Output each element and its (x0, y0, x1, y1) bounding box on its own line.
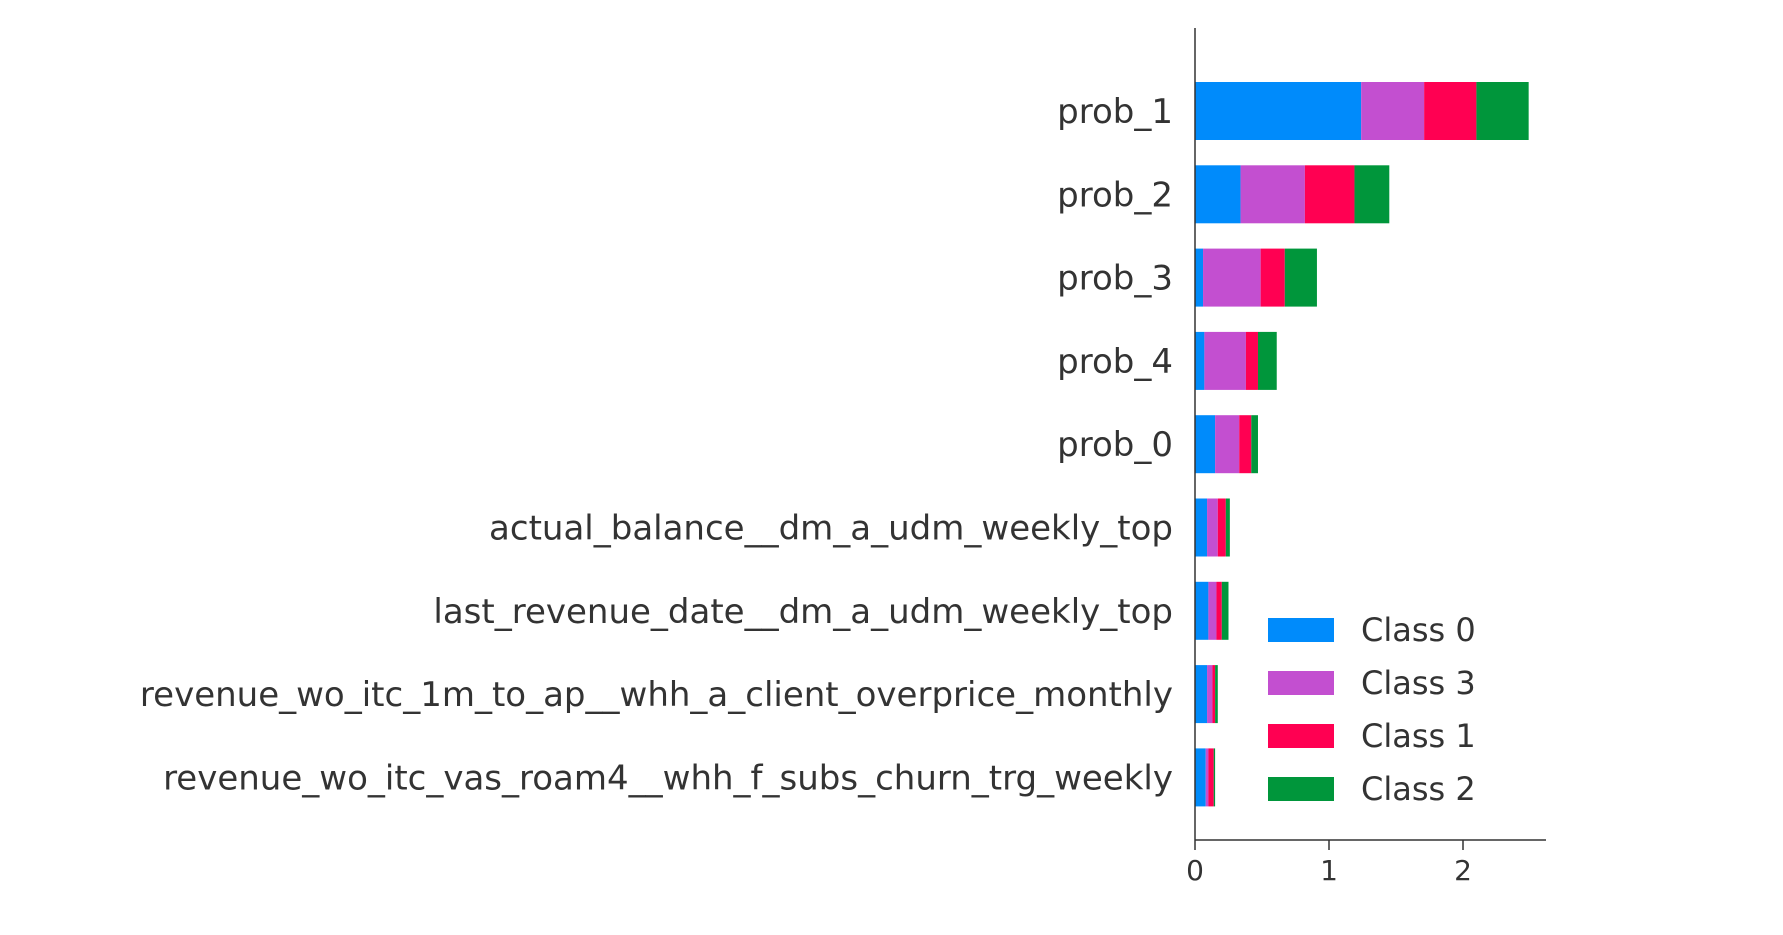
y-axis-labels: prob_1 prob_2 prob_3 prob_4 prob_0 actual_bal… (140, 92, 1173, 798)
x-tick-label: 1 (1320, 854, 1338, 887)
bar-segment-class-0 (1195, 248, 1204, 307)
legend-swatch (1268, 618, 1334, 642)
bar-segment-class-1 (1217, 498, 1226, 557)
bar-segment-class-2 (1284, 248, 1317, 307)
bar-segment-class-0 (1195, 165, 1241, 224)
y-tick-label: prob_4 (1057, 342, 1173, 382)
x-axis-ticks: 0 1 2 (1186, 840, 1472, 887)
bar-segment-class-1 (1245, 331, 1258, 390)
bar-segment-class-0 (1195, 581, 1209, 640)
y-tick-label: last_revenue_date__dm_a_udm_weekly_top (433, 592, 1173, 632)
y-tick-label: prob_0 (1057, 425, 1173, 465)
bar-segment-class-1 (1208, 748, 1214, 807)
bars-group (1195, 82, 1529, 807)
bar-segment-class-3 (1205, 748, 1209, 807)
bar-segment-class-1 (1304, 165, 1355, 224)
bar-segment-class-1 (1239, 415, 1252, 474)
bar-segment-class-2 (1215, 665, 1218, 724)
bar-segment-class-2 (1213, 748, 1216, 807)
bar-segment-class-3 (1215, 415, 1240, 474)
legend-label: Class 0 (1361, 611, 1476, 649)
bar-segment-class-1 (1216, 581, 1222, 640)
bar-segment-class-2 (1257, 331, 1277, 390)
bar-segment-class-3 (1204, 331, 1246, 390)
bar-segment-class-0 (1195, 331, 1205, 390)
bar-segment-class-3 (1208, 581, 1217, 640)
bar-segment-class-0 (1195, 415, 1216, 474)
legend-swatch (1268, 671, 1334, 695)
bar-segment-class-0 (1195, 748, 1206, 807)
bar-segment-class-2 (1221, 581, 1229, 640)
legend: Class 0 Class 3 Class 1 Class 2 (1268, 611, 1476, 808)
bar-segment-class-2 (1476, 82, 1529, 140)
bar-segment-class-3 (1207, 498, 1218, 557)
x-tick-label: 2 (1454, 854, 1472, 887)
legend-swatch (1268, 724, 1334, 748)
bar-segment-class-1 (1212, 665, 1216, 724)
y-tick-label: actual_balance__dm_a_udm_weekly_top (489, 509, 1173, 549)
bar-segment-class-3 (1361, 82, 1425, 140)
bar-segment-class-1 (1424, 82, 1477, 140)
bar-segment-class-2 (1225, 498, 1230, 557)
y-tick-label: prob_3 (1057, 259, 1173, 299)
y-tick-label: prob_1 (1057, 92, 1173, 132)
y-tick-label: prob_2 (1057, 175, 1173, 215)
bar-segment-class-0 (1195, 82, 1362, 140)
legend-label: Class 3 (1361, 664, 1476, 702)
x-tick-label: 0 (1186, 854, 1204, 887)
y-tick-label: revenue_wo_itc_vas_roam4__whh_f_subs_chu… (163, 758, 1173, 798)
bar-segment-class-1 (1260, 248, 1285, 307)
bar-segment-class-3 (1203, 248, 1261, 307)
bar-segment-class-2 (1251, 415, 1258, 474)
legend-label: Class 1 (1361, 717, 1476, 755)
axes-group (1194, 28, 1546, 841)
bar-segment-class-0 (1195, 665, 1208, 724)
y-tick-label: revenue_wo_itc_1m_to_ap__whh_a_client_ov… (140, 675, 1173, 715)
bar-segment-class-0 (1195, 498, 1208, 557)
bar-segment-class-3 (1207, 665, 1213, 724)
legend-swatch (1268, 777, 1334, 801)
bar-segment-class-2 (1354, 165, 1390, 224)
bar-segment-class-3 (1240, 165, 1305, 224)
legend-label: Class 2 (1361, 770, 1476, 808)
